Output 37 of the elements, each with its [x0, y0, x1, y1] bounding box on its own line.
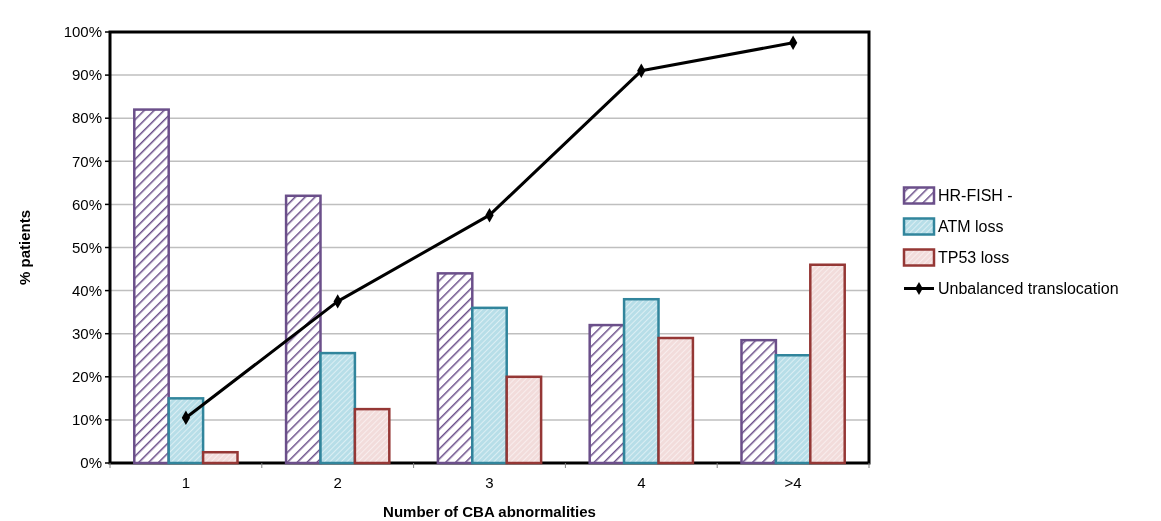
y-tick-label: 100% — [63, 23, 102, 41]
x-tick-label: >4 — [784, 474, 802, 491]
x-tick-label: 3 — [485, 474, 494, 491]
y-tick-label: 10% — [71, 411, 102, 429]
y-tick-label: 0% — [80, 454, 102, 472]
bar — [588, 323, 626, 465]
y-tick-label: 50% — [71, 238, 102, 256]
x-tick-label: 2 — [333, 474, 342, 491]
bar — [167, 397, 205, 465]
bar — [809, 263, 846, 465]
bar — [774, 354, 812, 465]
y-tick-label: 40% — [71, 281, 102, 299]
bar — [740, 338, 778, 465]
bar — [622, 297, 660, 465]
bar — [657, 336, 695, 465]
y-axis-title: % patients — [16, 209, 33, 286]
bar — [353, 407, 391, 465]
x-tick-label: 1 — [181, 474, 191, 491]
y-tick-label: 70% — [71, 152, 102, 170]
legend-label: TP53 loss — [938, 249, 1010, 267]
y-tick-label: 30% — [71, 324, 102, 342]
x-axis-title: Number of CBA abnormalities — [383, 503, 596, 520]
bar — [133, 108, 170, 465]
bar — [505, 375, 543, 465]
x-tick-label: 4 — [637, 474, 646, 491]
y-tick-label: 80% — [71, 109, 102, 127]
y-tick-label: 20% — [71, 368, 102, 386]
bar — [319, 351, 357, 465]
legend-label: Unbalanced translocation — [938, 280, 1119, 298]
bar — [471, 306, 508, 465]
bar — [284, 194, 322, 465]
legend-label: HR-FISH - — [938, 187, 1013, 205]
bar — [201, 450, 239, 465]
bar — [436, 272, 474, 465]
y-tick-label: 60% — [71, 195, 102, 213]
legend-label: ATM loss — [938, 218, 1004, 236]
y-tick-label: 90% — [71, 66, 102, 84]
